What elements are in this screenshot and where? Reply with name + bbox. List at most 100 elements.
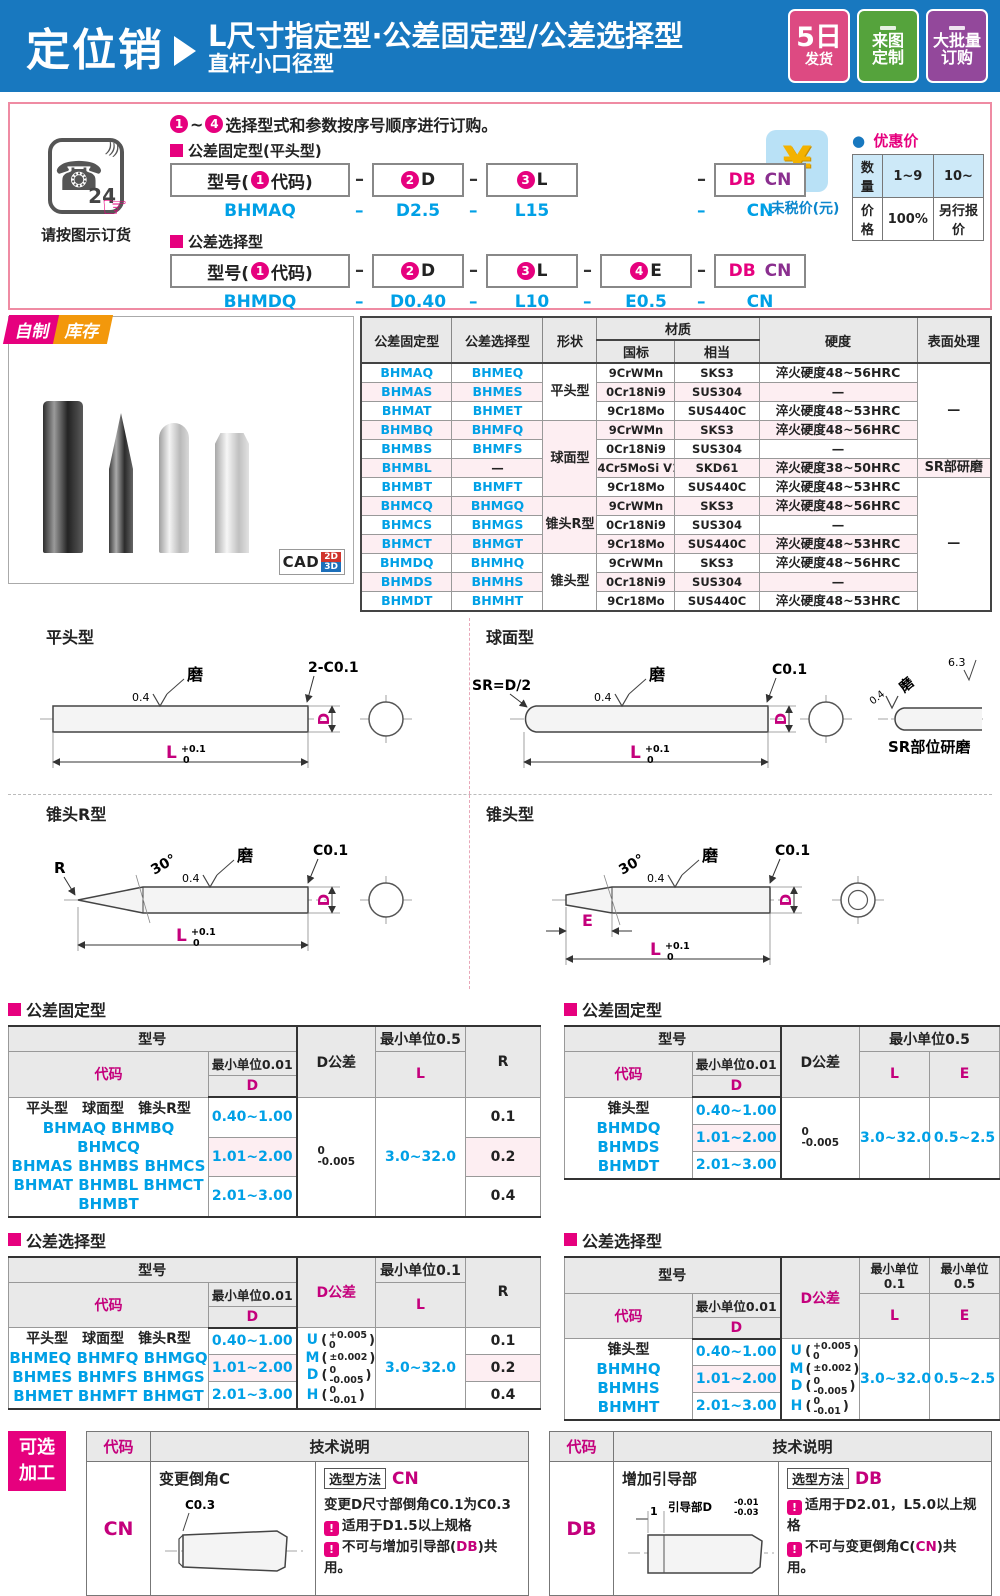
drawing-flat: 平头型 0.4 磨 2-C0.1 D L +0.1 0	[8, 618, 470, 794]
group-fixed-label-text: 公差固定型(平头型)	[188, 142, 322, 160]
example-d: D2.5	[395, 201, 441, 221]
grind-label: 磨	[649, 665, 665, 684]
code-line: BHMDT	[597, 1156, 660, 1175]
l-dim-label: L	[166, 743, 177, 763]
tol-sup: 0	[813, 1375, 821, 1387]
dash: –	[355, 260, 364, 281]
dtol-cell: U(+0.005 0) M(±0.002) D(0 -0.005) H(0 -0.01…	[779, 1338, 860, 1421]
d-range: 0.40~1.00	[692, 1337, 781, 1367]
material-equivalent: SUS304	[674, 515, 760, 535]
tol-code: D	[790, 1378, 803, 1394]
option-code-db: DB	[549, 1461, 614, 1596]
box-text: D	[420, 261, 436, 281]
tol-code: M	[305, 1349, 320, 1366]
drawing-cone: 锥头型 30° 0.4 磨 C0.1 D E	[470, 795, 992, 989]
table-row: BHMAQ BHMEQ 平头型 9CrWMn SKS3 淬火硬度48~56HRC —	[360, 362, 992, 459]
table-row: BHMCS BHMGS 0Cr18Ni9 SUS304—	[360, 515, 991, 535]
table-row: BHMDT BHMHT 9Cr18Mo SUS440C 淬火硬度48~53HRC	[360, 591, 991, 612]
note-icon: !	[324, 1521, 339, 1536]
h-minunit-l: 最小单位0.1	[859, 1256, 930, 1294]
drawing-cone-svg: 30° 0.4 磨 C0.1 D E L +0.1 0	[546, 843, 884, 965]
circled-2-icon: 2	[400, 171, 419, 189]
option-code-cn: CN	[86, 1461, 151, 1596]
square-bullet-icon	[170, 144, 183, 157]
pin-photo-group	[43, 401, 249, 553]
circled-1-icon: 1	[251, 171, 269, 189]
in-stock-badge: 库存	[52, 315, 114, 344]
code-line: BHMAQ BHMBQ BHMCQ	[42, 1118, 175, 1156]
tol-sup: +0.005	[329, 1329, 368, 1341]
hardness-cell: 淬火硬度48~53HRC	[758, 534, 918, 554]
dtol-cell: 0 -0.005	[779, 1096, 860, 1179]
end-view-circle	[808, 701, 844, 737]
price-qty-1: 1~9	[881, 154, 934, 198]
part-number-select: BHMET	[451, 401, 544, 421]
dtol-cell: 0 -0.005	[295, 1096, 376, 1217]
type-names: 平头型 球面型 锥头R型	[26, 1331, 191, 1347]
l-dim-label: L	[176, 926, 187, 946]
example-select: BHMDQ – D0.40 – L10 – E0.5 – CN	[170, 290, 774, 316]
l-range: 3.0~32.0	[859, 1096, 931, 1179]
grind-label: 磨	[237, 846, 253, 865]
tol-sub: 0	[329, 1339, 336, 1351]
roughness-mark-value: 6.3	[948, 656, 966, 669]
end-view-circle	[368, 882, 404, 918]
tol-code: D	[306, 1367, 319, 1383]
hardness-cell: 淬火硬度48~53HRC	[758, 591, 918, 612]
tol-sub: -0.005	[813, 1385, 848, 1397]
part-number-select: BHMHQ	[451, 553, 544, 573]
code-line: BHMHQ	[596, 1360, 661, 1378]
method-code: DB	[855, 1468, 883, 1489]
table-row: 价格 100% 另行报价	[852, 197, 985, 241]
option-db-table: 代码 技术说明 DB 增加引导部 1 引导部D -0.01 -0.03	[549, 1431, 992, 1596]
tol-sup: +0.005	[813, 1340, 852, 1352]
tol-code: U	[306, 1332, 318, 1348]
roughness-mark-icon	[963, 659, 977, 682]
code-line: BHMET BHMFT BHMGT	[13, 1387, 204, 1405]
price-price-header: 价格	[852, 197, 883, 241]
material-equivalent: SKS3	[674, 420, 760, 440]
spec-tables: 公差固定型 型号 D公差 最小单位0.5 R 代码 最小单位0.01 L D	[8, 997, 1000, 1421]
spec-select-right: 公差选择型 型号 D公差 最小单位0.1 最小单位0.5 代码 最小单位0.01…	[564, 1228, 1000, 1421]
section-heading: 公差固定型	[26, 1001, 107, 1020]
price-qty-2: 10~	[932, 154, 985, 198]
part-number-fixed: BHMBT	[360, 477, 453, 497]
d-range: 0.40~1.00	[208, 1326, 297, 1356]
blue-dot-icon: ●	[852, 132, 866, 150]
dtol-sub: -0.005	[317, 1155, 356, 1168]
e-range: 0.5~2.5	[929, 1096, 1000, 1179]
cart-icon	[949, 25, 965, 30]
part-number-select: BHMES	[451, 382, 544, 402]
d-range: 2.01~3.00	[208, 1381, 297, 1410]
h-model: 型号	[8, 1256, 297, 1283]
d-range: 2.01~3.00	[692, 1392, 781, 1421]
order-section: ☎ 24 ))) ☞ 请按图示订货 1 ~ 4 选择型式和参数按序号顺序进行订购…	[8, 102, 992, 312]
taper-pin-image	[215, 433, 249, 553]
hardness-cell: 淬火硬度48~56HRC	[758, 553, 918, 573]
part-number-fixed: BHMBL	[360, 458, 453, 478]
part-number-fixed: BHMDT	[360, 591, 453, 612]
l-tol-sub: 0	[193, 938, 200, 949]
hardness-cell: —	[758, 382, 918, 402]
l-tol-sub: 0	[647, 755, 654, 766]
h-minunit-e: 最小单位0.5	[929, 1256, 1000, 1294]
codes-cell: 锥头型 BHMHQ BHMHS BHMHT	[564, 1338, 693, 1421]
chamfer-label: C0.1	[313, 843, 348, 859]
r-label: R	[54, 859, 66, 877]
option-note: ! 适用于D1.5以上规格	[324, 1516, 520, 1537]
type-names: 平头型 球面型 锥头R型	[26, 1100, 191, 1117]
dash: –	[355, 169, 364, 190]
sr-label: SR=D/2	[472, 678, 531, 694]
table-row: BHMBL — 4Cr5MoSi V1 SKD61 淬火硬度38~50HRC SR部研磨	[360, 458, 992, 478]
drawing-coner-svg: R 30° 0.4 磨 C0.1 D L +0.1 0	[54, 843, 412, 951]
d-range: 1.01~2.00	[208, 1136, 297, 1177]
hardness-cell: 淬火硬度48~56HRC	[758, 362, 918, 383]
h-d: D	[692, 1316, 781, 1340]
part-number-fixed: BHMCT	[360, 534, 453, 554]
dash: –	[469, 201, 478, 221]
h-model: 型号	[8, 1025, 297, 1052]
l-box: 3 L	[486, 163, 578, 197]
box-text: D	[420, 170, 436, 190]
example-l: L15	[514, 201, 550, 221]
tol-code: U	[790, 1343, 802, 1359]
